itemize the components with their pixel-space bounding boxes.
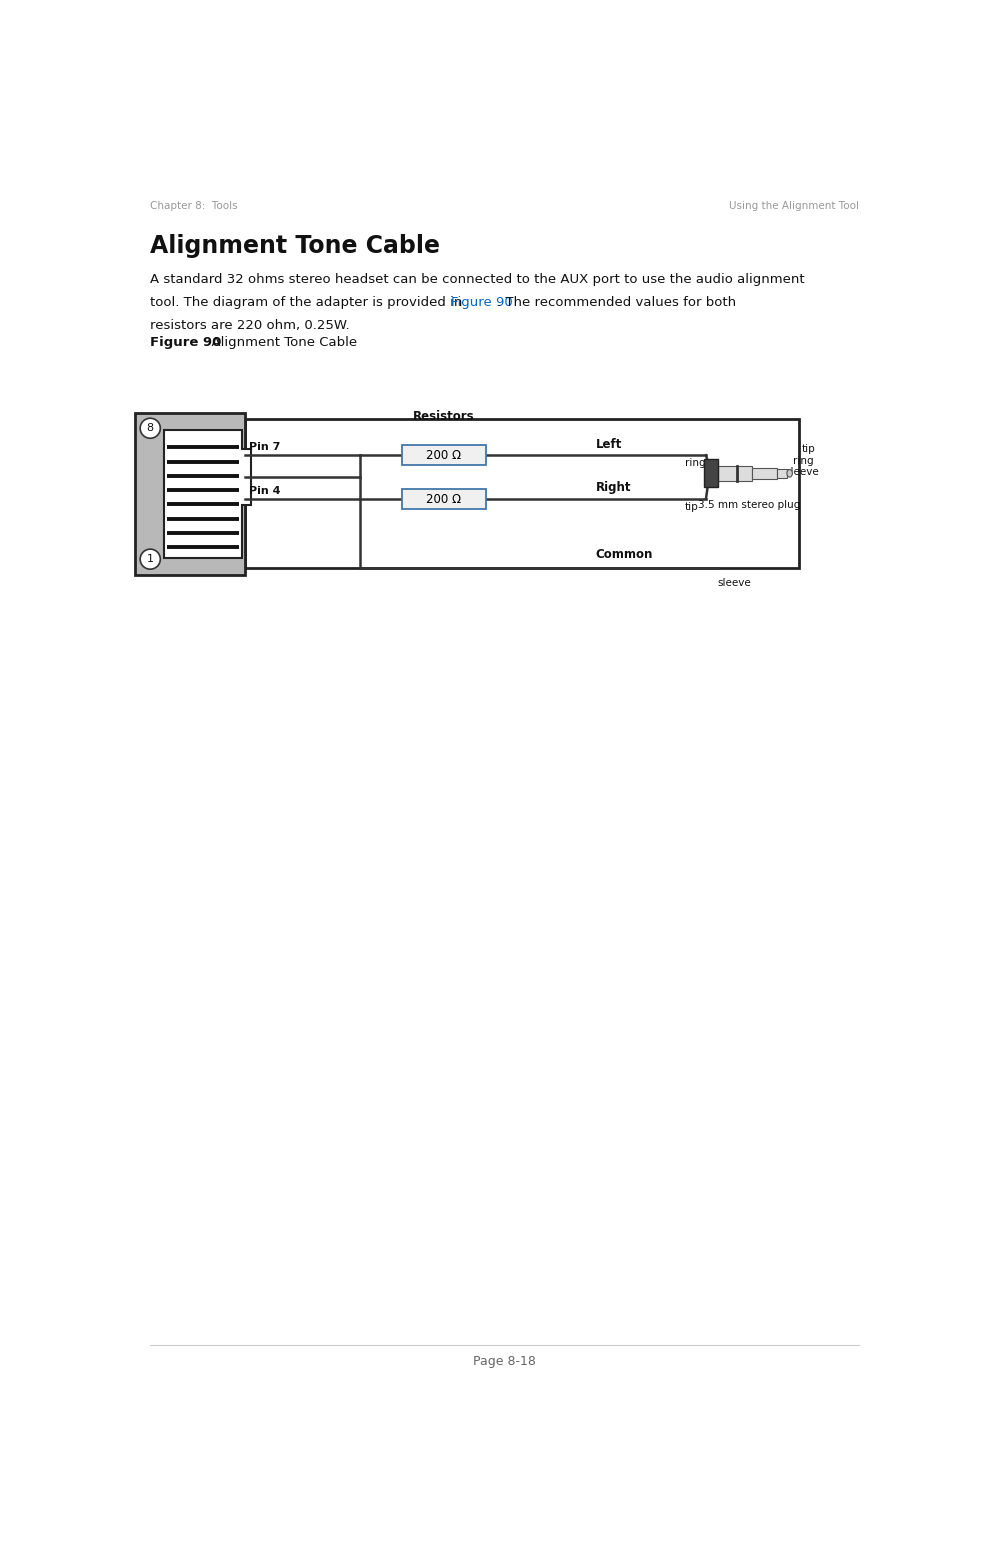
Text: Pin 4: Pin 4 (249, 486, 281, 496)
Text: Using the Alignment Tool: Using the Alignment Tool (729, 200, 859, 211)
Bar (753, 468, 777, 479)
Text: Left: Left (596, 438, 623, 451)
Text: . The recommended values for both: . The recommended values for both (497, 295, 737, 309)
Text: Alignment Tone Cable: Alignment Tone Cable (151, 235, 440, 258)
Text: Pin 7: Pin 7 (249, 443, 281, 452)
Text: sleeve: sleeve (785, 466, 819, 477)
Bar (777, 469, 787, 477)
Bar (703, 460, 717, 486)
Text: ring: ring (685, 458, 705, 468)
Text: Figure 90: Figure 90 (451, 295, 513, 309)
Text: tip: tip (685, 502, 698, 513)
Text: 200 Ω: 200 Ω (427, 449, 462, 462)
Text: Alignment Tone Cable: Alignment Tone Cable (203, 336, 358, 348)
Text: 8: 8 (147, 423, 154, 434)
Text: tip: tip (802, 443, 816, 454)
Circle shape (140, 549, 161, 569)
Text: Common: Common (596, 547, 653, 561)
Text: Page 8-18: Page 8-18 (474, 1355, 536, 1369)
Bar (717, 466, 753, 482)
Text: A standard 32 ohms stereo headset can be connected to the AUX port to use the au: A standard 32 ohms stereo headset can be… (151, 272, 805, 286)
Circle shape (140, 418, 161, 438)
Bar (402, 444, 486, 465)
Text: resistors are 220 ohm, 0.25W.: resistors are 220 ohm, 0.25W. (151, 319, 350, 333)
Bar (245, 420, 799, 569)
Text: sleeve: sleeve (717, 578, 751, 587)
Bar (402, 490, 486, 510)
Text: 1: 1 (147, 555, 154, 564)
Bar (135, 413, 245, 575)
Text: Right: Right (596, 482, 631, 494)
Polygon shape (164, 430, 251, 558)
Ellipse shape (787, 469, 792, 477)
Text: Resistors: Resistors (413, 410, 475, 423)
Text: ring: ring (793, 455, 814, 466)
Text: Figure 90: Figure 90 (151, 336, 222, 348)
Text: 200 Ω: 200 Ω (427, 493, 462, 505)
Text: Chapter 8:  Tools: Chapter 8: Tools (151, 200, 237, 211)
Text: tool. The diagram of the adapter is provided in: tool. The diagram of the adapter is prov… (151, 295, 467, 309)
Text: 3.5 mm stereo plug: 3.5 mm stereo plug (698, 500, 801, 510)
